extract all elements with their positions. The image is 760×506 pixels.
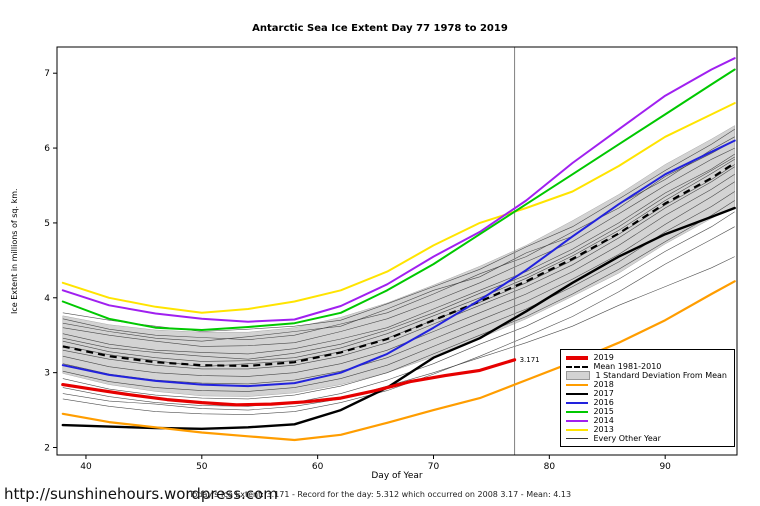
legend-line-swatch <box>566 383 589 386</box>
series-line-2017 <box>61 206 736 430</box>
y-tick-label: 3 <box>44 369 50 379</box>
x-tick-label: 80 <box>544 462 556 472</box>
legend-line-swatch <box>566 438 589 439</box>
background-year-line <box>62 200 735 400</box>
y-tick-label: 2 <box>44 444 50 454</box>
legend-item: 2019 <box>566 353 727 362</box>
legend-label: 2013 <box>593 425 614 434</box>
summary-text: Today's Ice Extent: 3.171 - Record for t… <box>188 490 572 499</box>
legend-label: 2015 <box>593 407 614 416</box>
legend-line-swatch <box>566 419 589 422</box>
background-year-line <box>62 147 735 347</box>
legend-item: Every Other Year <box>566 434 727 443</box>
legend-label: 2016 <box>593 398 614 407</box>
series-line-2013 <box>61 102 736 314</box>
background-year-line <box>62 136 735 342</box>
background-year-line <box>62 156 735 360</box>
legend-line-swatch <box>566 428 589 431</box>
background-year-line <box>62 181 735 385</box>
background-year-line <box>62 153 735 355</box>
y-tick-label: 6 <box>44 144 50 154</box>
legend-label: 2019 <box>593 353 614 362</box>
source-url: http://sunshinehours.wordpress.com <box>4 485 278 503</box>
plot-border <box>56 46 738 456</box>
legend-item: 2016 <box>566 398 727 407</box>
y-axis-label: Ice Extent in millions of sq. km. <box>10 188 19 314</box>
x-tick-label: 40 <box>80 462 92 472</box>
series-line-2016 <box>61 139 736 388</box>
legend-item: Mean 1981-2010 <box>566 362 727 371</box>
background-year-line <box>62 191 735 392</box>
y-tick-label: 4 <box>44 294 50 304</box>
y-tick-label: 5 <box>44 219 50 229</box>
x-tick-label: 90 <box>659 462 671 472</box>
background-year-line <box>62 256 735 411</box>
legend-label: Mean 1981-2010 <box>593 362 662 371</box>
background-year-line <box>62 159 735 362</box>
legend-line-swatch <box>566 365 589 368</box>
x-axis-label: Day of Year <box>371 471 423 481</box>
mean-line <box>62 162 736 368</box>
series-line-2018 <box>61 280 736 442</box>
y-tick-label: 7 <box>44 69 50 79</box>
legend-line-swatch <box>566 401 589 404</box>
legend-item: 2015 <box>566 407 727 416</box>
legend-label: Every Other Year <box>593 434 661 443</box>
x-tick-label: 70 <box>428 462 440 472</box>
legend-item: 2014 <box>566 416 727 425</box>
legend-item: 1 Standard Deviation From Mean <box>566 371 727 380</box>
legend-label: 2017 <box>593 389 614 398</box>
chart-title: Antarctic Sea Ice Extent Day 77 1978 to … <box>252 23 508 34</box>
legend-box-swatch <box>566 371 591 380</box>
series-line-2015 <box>61 68 736 331</box>
legend-label: 2018 <box>593 380 614 389</box>
legend-item: 2017 <box>566 389 727 398</box>
chart-legend: 2019 Mean 1981-2010 1 Standard Deviation F… <box>560 349 735 447</box>
background-year-line <box>62 166 735 370</box>
legend-item: 2013 <box>566 425 727 434</box>
legend-label: 1 Standard Deviation From Mean <box>595 371 727 380</box>
series-line-2014 <box>61 57 736 323</box>
x-tick-label: 60 <box>312 462 324 472</box>
background-year-line <box>62 140 735 341</box>
endpoint-annotation: 3.171 <box>520 356 540 364</box>
x-tick-label: 50 <box>196 462 208 472</box>
legend-label: 2014 <box>593 416 614 425</box>
legend-line-swatch <box>566 355 589 360</box>
legend-line-swatch <box>566 392 589 395</box>
legend-line-swatch <box>566 410 589 413</box>
legend-item: 2018 <box>566 380 727 389</box>
series-line-2019 <box>61 358 517 407</box>
